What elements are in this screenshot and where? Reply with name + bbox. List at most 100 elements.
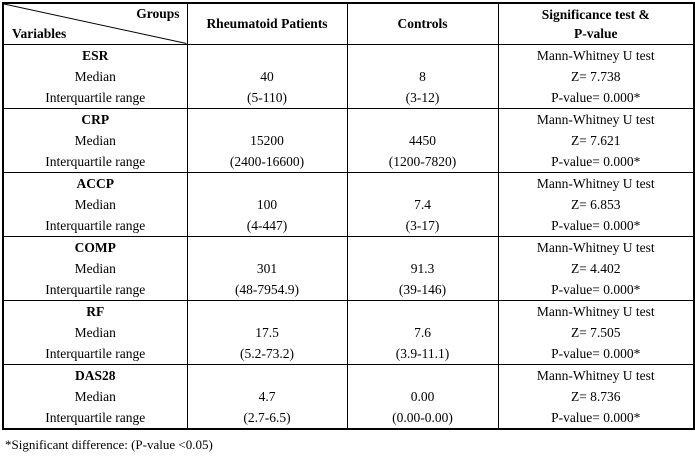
z-value: Z= 6.853: [570, 196, 621, 212]
patients-iqr-value: (4-447): [246, 217, 288, 233]
corner-header-cell: Groups Variables: [2, 2, 188, 45]
test-name: Mann-Whitney U test: [536, 367, 655, 383]
controls-spacer: [348, 365, 498, 386]
median-row-label: Median: [74, 260, 116, 276]
z-value: Z= 8.736: [570, 388, 621, 404]
variable-cell: DAS28 Median Interquartile range: [2, 363, 188, 429]
median-row-label: Median: [74, 68, 116, 84]
controls-cell: 4450 (1200-7820): [346, 107, 499, 173]
patients-median-value: 17.5: [255, 324, 279, 340]
test-name: Mann-Whitney U test: [536, 175, 655, 191]
variable-cell: COMP Median Interquartile range: [2, 235, 188, 301]
controls-iqr-value: (1200-7820): [388, 153, 457, 169]
z-value: Z= 7.621: [570, 132, 621, 148]
significance-cell: Mann-Whitney U test Z= 6.853 P-value= 0.…: [497, 171, 695, 237]
statistics-table: Groups Variables Rheumatoid Patients Con…: [2, 2, 695, 430]
patients-cell: 17.5 (5.2-73.2): [186, 299, 348, 365]
patients-spacer: [188, 173, 347, 194]
controls-spacer: [348, 109, 498, 130]
patients-median-value: 40: [260, 68, 274, 84]
significance-header-line1: Significance test &: [541, 6, 650, 22]
patients-median-value: 4.7: [258, 388, 276, 404]
iqr-row-label: Interquartile range: [45, 153, 146, 169]
patients-median-value: 301: [256, 260, 278, 276]
diagonal-divider-line: [4, 4, 187, 44]
table-body: ESR Median Interquartile range 40 (5-110…: [2, 43, 695, 429]
significance-cell: Mann-Whitney U test Z= 7.621 P-value= 0.…: [497, 107, 695, 173]
patients-iqr-value: (5.2-73.2): [240, 345, 294, 361]
iqr-row-label: Interquartile range: [45, 217, 146, 233]
variable-name: ESR: [82, 47, 109, 63]
controls-median-value: 4450: [409, 132, 436, 148]
patients-iqr-value: (2.7-6.5): [243, 409, 291, 425]
p-value: P-value= 0.000*: [551, 345, 641, 361]
variable-name: CRP: [81, 111, 110, 127]
controls-iqr-value: (3.9-11.1): [395, 345, 450, 361]
p-value: P-value= 0.000*: [551, 153, 641, 169]
variable-cell: ESR Median Interquartile range: [2, 43, 188, 109]
groups-header-label: Groups: [136, 6, 180, 21]
test-name: Mann-Whitney U test: [536, 303, 655, 319]
table-row: ACCP Median Interquartile range 100 (4-4…: [2, 171, 695, 237]
median-row-label: Median: [74, 132, 116, 148]
patients-cell: 100 (4-447): [186, 171, 348, 237]
patients-iqr-value: (5-110): [247, 89, 287, 105]
controls-spacer: [348, 45, 498, 66]
variable-name: COMP: [74, 239, 116, 255]
median-row-label: Median: [74, 388, 116, 404]
controls-iqr-value: (39-146): [398, 281, 447, 297]
significance-cell: Mann-Whitney U test Z= 7.505 P-value= 0.…: [497, 299, 695, 365]
variable-cell: CRP Median Interquartile range: [2, 107, 188, 173]
patients-cell: 4.7 (2.7-6.5): [186, 363, 348, 429]
variables-header-label: Variables: [12, 25, 67, 41]
controls-median-value: 7.6: [414, 324, 431, 340]
patients-spacer: [188, 301, 347, 322]
z-value: Z= 7.738: [570, 68, 621, 84]
controls-cell: 8 (3-12): [346, 43, 499, 109]
p-value: P-value= 0.000*: [551, 281, 641, 297]
iqr-row-label: Interquartile range: [45, 281, 146, 297]
variable-name: RF: [86, 303, 105, 319]
iqr-row-label: Interquartile range: [45, 409, 146, 425]
test-name: Mann-Whitney U test: [536, 239, 655, 255]
variable-cell: RF Median Interquartile range: [2, 299, 188, 365]
significance-cell: Mann-Whitney U test Z= 4.402 P-value= 0.…: [497, 235, 695, 301]
controls-median-value: 7.4: [414, 196, 431, 212]
controls-iqr-value: (3-17): [405, 217, 440, 233]
table-header-row: Groups Variables Rheumatoid Patients Con…: [2, 2, 695, 45]
variable-name: DAS28: [74, 367, 116, 383]
table-row: CRP Median Interquartile range 15200 (24…: [2, 107, 695, 173]
patients-iqr-value: (48-7954.9): [234, 281, 300, 297]
controls-cell: 0.00 (0.00-0.00): [346, 363, 499, 429]
test-name: Mann-Whitney U test: [536, 111, 655, 127]
p-value: P-value= 0.000*: [551, 217, 641, 233]
significance-cell: Mann-Whitney U test Z= 7.738 P-value= 0.…: [497, 43, 695, 109]
patients-spacer: [188, 365, 347, 386]
patients-cell: 301 (48-7954.9): [186, 235, 348, 301]
controls-iqr-value: (0.00-0.00): [392, 409, 453, 425]
controls-cell: 91.3 (39-146): [346, 235, 499, 301]
patients-spacer: [188, 237, 347, 258]
table-row: COMP Median Interquartile range 301 (48-…: [2, 235, 695, 301]
controls-spacer: [348, 301, 498, 322]
significance-footnote: *Significant difference: (P-value <0.05): [5, 436, 213, 452]
variable-name: ACCP: [76, 175, 115, 191]
patients-cell: 15200 (2400-16600): [186, 107, 348, 173]
controls-cell: 7.4 (3-17): [346, 171, 499, 237]
patients-cell: 40 (5-110): [186, 43, 348, 109]
table-row: DAS28 Median Interquartile range 4.7 (2.…: [2, 363, 695, 429]
controls-iqr-value: (3-12): [405, 89, 440, 105]
significance-column-header: Significance test & P-value: [497, 2, 695, 45]
controls-spacer: [348, 237, 498, 258]
controls-column-header: Controls: [346, 2, 499, 45]
iqr-row-label: Interquartile range: [45, 345, 146, 361]
controls-median-value: 8: [419, 68, 426, 84]
significance-cell: Mann-Whitney U test Z= 8.736 P-value= 0.…: [497, 363, 695, 429]
table-row: ESR Median Interquartile range 40 (5-110…: [2, 43, 695, 109]
patients-median-value: 100: [256, 196, 278, 212]
controls-median-value: 0.00: [410, 388, 435, 404]
median-row-label: Median: [74, 324, 116, 340]
patients-column-header: Rheumatoid Patients: [186, 2, 348, 45]
p-value: P-value= 0.000*: [551, 409, 641, 425]
controls-median-value: 91.3: [410, 260, 435, 276]
